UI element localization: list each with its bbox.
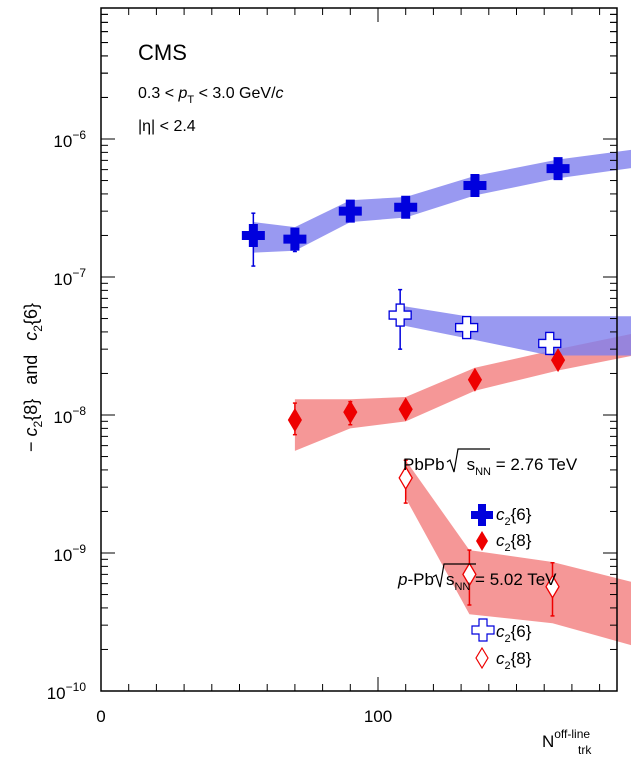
data-point — [550, 348, 566, 373]
x-tick-label: 0 — [96, 707, 105, 726]
data-point — [538, 331, 562, 356]
legend: PbPb sNN = 2.76 TeV c2{6} c2{8} p-Pb sNN =… — [397, 448, 578, 672]
data-point — [394, 195, 418, 219]
systematic-band — [294, 333, 631, 451]
legend-pbpb-header: PbPb sNN = 2.76 TeV — [403, 455, 578, 478]
y-tick-label: 10−7 — [53, 266, 86, 289]
y-tick-label: 10−10 — [47, 680, 87, 703]
data-point — [241, 223, 265, 247]
legend-ppb-header: p-Pb sNN = 5.02 TeV — [397, 570, 557, 593]
pt-range-label: 0.3 < pT < 3.0 GeV/c — [138, 85, 284, 106]
legend-ppb-sqrt-sign — [432, 563, 476, 588]
data-point — [462, 562, 477, 587]
axis-ticks — [100, 8, 617, 692]
data-point — [467, 367, 483, 392]
legend-ppb-c8-label: c2{8} — [496, 649, 532, 672]
data-markers — [241, 157, 570, 599]
x-tick-label: 100 — [364, 707, 392, 726]
data-point — [454, 315, 479, 340]
data-point — [463, 174, 487, 198]
y-tick-label: 10−9 — [53, 542, 86, 565]
legend-pbpb-c6-label: c2{6} — [496, 505, 532, 528]
legend-ppb-c8-marker — [475, 646, 489, 670]
systematic-band — [253, 149, 631, 253]
data-point — [546, 157, 570, 181]
legend-ppb-c6-marker — [471, 618, 495, 642]
data-point — [287, 408, 302, 432]
systematic-bands — [253, 149, 631, 646]
y-tick-label: 10−6 — [53, 128, 86, 151]
y-tick-label: 10−8 — [53, 404, 86, 427]
x-axis-title: Noff-line — [542, 727, 590, 751]
legend-pbpb-c8-marker — [476, 531, 488, 551]
data-point — [545, 574, 560, 599]
data-point — [283, 227, 307, 251]
legend-pbpb-c6-marker — [471, 504, 493, 526]
data-point — [338, 199, 362, 223]
x-tick-labels: 0100200300 — [96, 707, 392, 726]
x-axis-title-sub: trk — [578, 743, 592, 757]
data-point — [398, 397, 413, 422]
data-point — [388, 303, 412, 327]
legend-ppb-c6-label: c2{6} — [496, 622, 532, 645]
y-axis-title: − c2{8}andc2{6} — [21, 303, 45, 452]
legend-pbpb-sqrt-sign — [446, 448, 490, 473]
eta-range-label: |η| < 2.4 — [138, 118, 196, 135]
experiment-label: CMS — [138, 40, 187, 65]
data-point — [398, 465, 413, 491]
systematic-band — [400, 305, 631, 356]
systematic-band — [405, 460, 631, 646]
y-tick-labels: 10−10 10−9 10−8 10−7 10−6 — [47, 128, 87, 703]
legend-pbpb-c8-label: c2{8} — [496, 531, 532, 554]
data-point — [343, 400, 358, 425]
